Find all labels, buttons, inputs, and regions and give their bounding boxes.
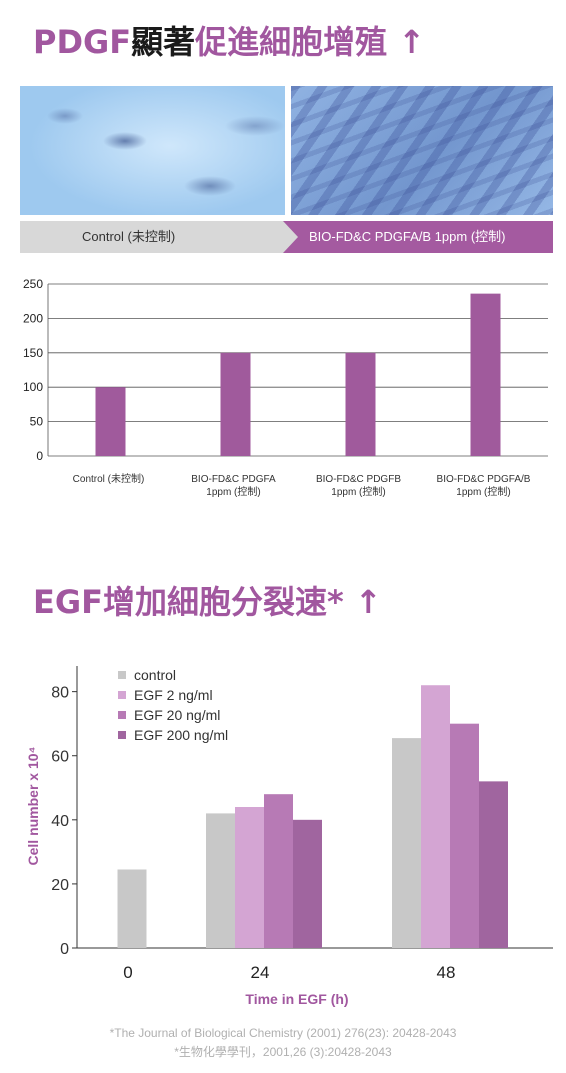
- bar-egf-20-ng-ml-24: [264, 794, 293, 948]
- heading-pdgf: PDGF顯著促進細胞增殖 ↑: [33, 22, 425, 62]
- bar-egf-200-ng-ml-24: [293, 819, 322, 948]
- control-banner-label: Control (未控制): [82, 229, 176, 244]
- bar-control-24: [206, 813, 235, 948]
- legend-label-3: EGF 200 ng/ml: [134, 727, 228, 743]
- y-tick-label-2: 100: [23, 380, 43, 394]
- control-cell-image: [20, 86, 285, 215]
- y-tick-label-4: 80: [51, 685, 69, 702]
- treated-cell-image: [291, 86, 553, 215]
- y-axis-label: Cell number x 10⁴: [25, 746, 41, 865]
- control-banner: Control (未控制): [20, 221, 300, 253]
- bar-2: [345, 352, 376, 456]
- legend-swatch-2: [118, 711, 126, 719]
- legend-label-1: EGF 2 ng/ml: [134, 687, 213, 703]
- x-tick-label-1-1: 1ppm (控制): [206, 485, 260, 498]
- heading-pdgf-part1: PDGF: [33, 23, 132, 61]
- y-tick-label-5: 250: [23, 277, 43, 291]
- x-tick-label-0-0: Control (未控制): [73, 472, 145, 485]
- y-tick-label-3: 60: [51, 749, 69, 766]
- y-tick-label-4: 200: [23, 311, 43, 325]
- bar-egf-20-ng-ml-48: [450, 723, 479, 948]
- bar-egf-2-ng-ml-24: [235, 807, 264, 948]
- bar-1: [220, 352, 251, 456]
- legend-swatch-1: [118, 691, 126, 699]
- y-tick-label-1: 20: [51, 877, 69, 894]
- pdgf-bar-chart: 0 50 100 150 200 250 Control (未控制) BIO-FD&C PDG…: [23, 277, 548, 498]
- y-tick-label-3: 150: [23, 346, 43, 360]
- x-tick-label-0: 0: [123, 963, 132, 982]
- bar-0: [95, 387, 126, 456]
- treatment-banner: BIO-FD&C PDGFA/B 1ppm (控制): [283, 221, 553, 253]
- y-tick-label-0: 0: [60, 941, 69, 958]
- x-tick-label-3-0: BIO-FD&C PDGFA/B: [437, 474, 531, 485]
- bar-egf-2-ng-ml-48: [421, 685, 450, 948]
- bar-control-48: [392, 738, 421, 948]
- heading-egf: EGF增加細胞分裂速* ↑: [33, 583, 382, 621]
- heading-pdgf-part3: 促進細胞增殖 ↑: [195, 23, 426, 61]
- legend-swatch-0: [118, 671, 126, 679]
- legend-swatch-3: [118, 731, 126, 739]
- bar-3: [470, 293, 501, 456]
- bar-egf-200-ng-ml-48: [479, 781, 508, 948]
- x-tick-label-2: 48: [437, 963, 456, 982]
- x-axis-label: Time in EGF (h): [245, 991, 348, 1007]
- x-tick-label-2-1: 1ppm (控制): [331, 485, 385, 498]
- treatment-banner-label: BIO-FD&C PDGFA/B 1ppm (控制): [309, 229, 506, 244]
- reference-english: *The Journal of Biological Chemistry (20…: [109, 1026, 457, 1040]
- egf-bar-chart: 0 20 40 60 80 0 24 48 control EGF 2 ng/ml EGF 20 n…: [25, 666, 553, 1007]
- bar-control-0: [117, 869, 147, 948]
- y-tick-label-1: 50: [30, 415, 44, 429]
- y-tick-label-2: 40: [51, 813, 69, 830]
- x-tick-label-1-0: BIO-FD&C PDGFA: [191, 474, 276, 485]
- y-tick-label-0: 0: [36, 449, 43, 463]
- heading-pdgf-part2: 顯著: [131, 23, 196, 61]
- x-tick-label-2-0: BIO-FD&C PDGFB: [316, 474, 401, 485]
- x-tick-label-1: 24: [251, 963, 270, 982]
- x-tick-label-3-1: 1ppm (控制): [456, 485, 510, 498]
- legend-label-2: EGF 20 ng/ml: [134, 707, 220, 723]
- reference-chinese: *生物化學學刊，2001,26 (3):20428-2043: [174, 1045, 392, 1059]
- legend-label-0: control: [134, 667, 176, 683]
